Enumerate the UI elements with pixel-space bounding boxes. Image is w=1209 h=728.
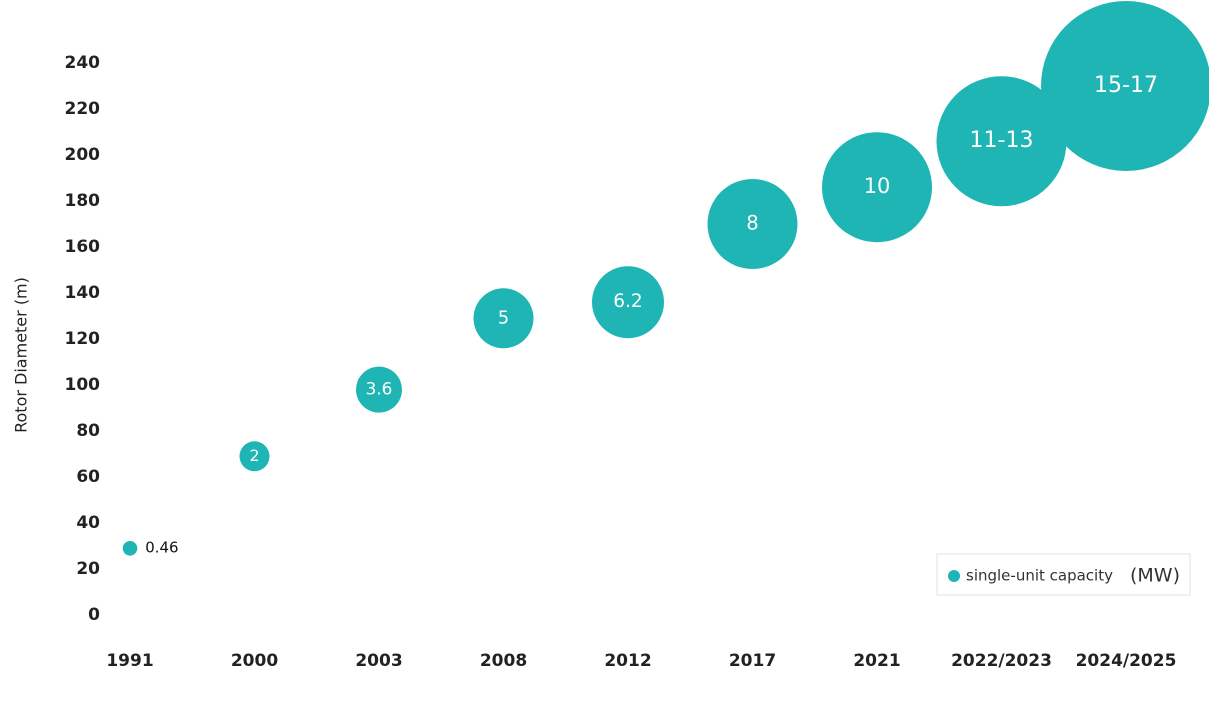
bubble bbox=[239, 441, 270, 472]
bubble-label: 3.6 bbox=[366, 379, 393, 399]
y-tick-label: 240 bbox=[65, 53, 101, 73]
y-tick-label: 200 bbox=[65, 145, 101, 165]
legend-unit: (MW) bbox=[1130, 565, 1180, 587]
y-tick-label: 80 bbox=[76, 421, 100, 441]
legend-box bbox=[936, 553, 1191, 596]
bubble bbox=[356, 366, 402, 413]
legend-swatch bbox=[948, 570, 960, 582]
bubble-label: 5 bbox=[498, 308, 509, 328]
bubble bbox=[707, 179, 798, 269]
y-tick-label: 180 bbox=[65, 191, 101, 211]
y-tick-label: 140 bbox=[65, 283, 101, 303]
legend-label: single-unit capacity bbox=[966, 567, 1113, 585]
bubble bbox=[1041, 1, 1209, 171]
x-tick-label: 1991 bbox=[106, 651, 153, 671]
y-tick-label: 120 bbox=[65, 329, 101, 349]
bubble-label: 0.46 bbox=[145, 538, 178, 556]
y-tick-label: 60 bbox=[76, 467, 100, 487]
y-tick-label: 40 bbox=[76, 513, 100, 533]
y-axis-label: Rotor Diameter (m) bbox=[12, 277, 31, 433]
y-tick-label: 20 bbox=[76, 559, 100, 579]
bubble bbox=[473, 288, 534, 349]
y-tick-label: 100 bbox=[65, 375, 101, 395]
x-tick-label: 2017 bbox=[729, 651, 776, 671]
bubble bbox=[592, 266, 664, 339]
bubble-label: 8 bbox=[746, 212, 758, 235]
bubble-label: 6.2 bbox=[613, 291, 642, 312]
bubble-label: 11-13 bbox=[970, 128, 1034, 153]
y-tick-label: 220 bbox=[65, 99, 101, 119]
x-tick-label: 2024/2025 bbox=[1076, 651, 1177, 671]
x-tick-label: 2012 bbox=[604, 651, 651, 671]
y-tick-label: 0 bbox=[88, 605, 100, 625]
bubble-label: 10 bbox=[864, 174, 891, 198]
bubble bbox=[822, 132, 932, 243]
bubble-label: 2 bbox=[249, 446, 259, 465]
x-tick-label: 2021 bbox=[853, 651, 900, 671]
bubble-label: 15-17 bbox=[1094, 73, 1158, 98]
y-tick-label: 160 bbox=[65, 237, 101, 257]
x-tick-label: 2008 bbox=[480, 651, 527, 671]
bubble bbox=[122, 541, 138, 556]
x-tick-label: 2003 bbox=[355, 651, 402, 671]
x-tick-label: 2000 bbox=[231, 651, 278, 671]
bubble bbox=[936, 76, 1067, 207]
x-tick-label: 2022/2023 bbox=[951, 651, 1052, 671]
